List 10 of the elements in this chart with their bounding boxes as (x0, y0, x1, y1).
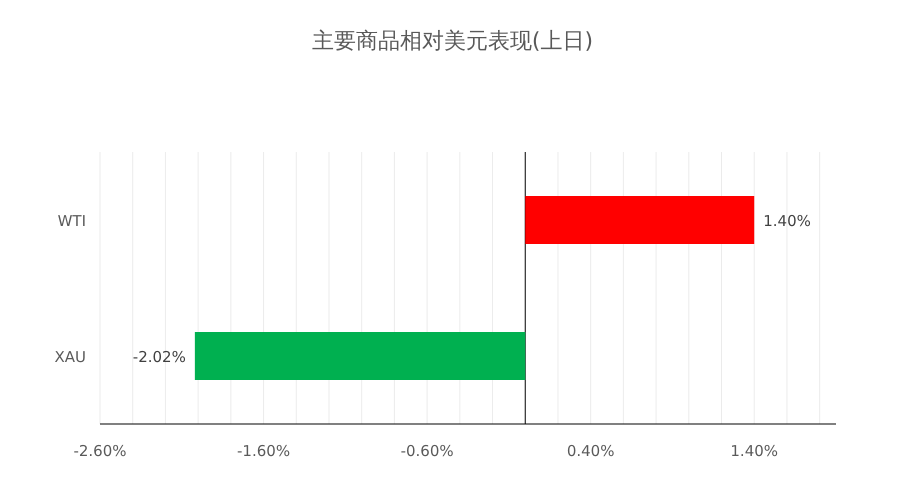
data-label: 1.40% (763, 212, 811, 230)
chart-title: 主要商品相对美元表现(上日) (312, 29, 594, 54)
x-tick-label: -2.60% (73, 442, 127, 460)
x-tick-label: 0.40% (566, 442, 614, 460)
x-tick-label: -0.60% (400, 442, 454, 460)
y-tick-label: WTI (58, 212, 86, 230)
y-tick-label: XAU (54, 348, 86, 366)
x-tick-label: -1.60% (237, 442, 290, 460)
x-tick-label: 1.40% (730, 442, 778, 460)
data-label: -2.02% (132, 348, 186, 366)
